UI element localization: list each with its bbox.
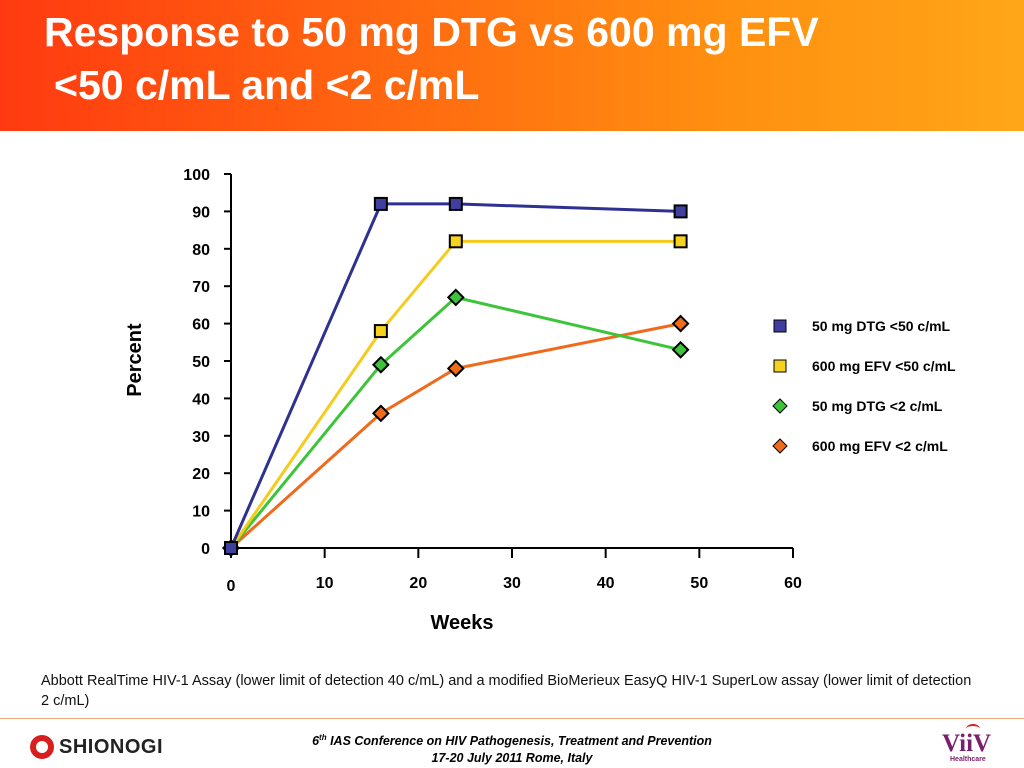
conference-ordinal: th [319,733,327,742]
conference-number: 6 [312,734,320,749]
title-banner: Response to 50 mg DTG vs 600 mg EFV <50 … [0,0,1024,131]
legend-label-1: 50 mg DTG <50 c/mL [812,318,951,334]
x-tick-label-60: 60 [784,575,802,592]
slide-title: Response to 50 mg DTG vs 600 mg EFV [44,9,819,55]
y-tick-label-0: 0 [201,541,210,558]
series-line-4 [229,322,681,550]
y-tick-label-50: 50 [192,354,210,371]
series-1-point-1 [224,541,238,555]
shionogi-logo: SHIONOGI [30,734,163,760]
x-tick-label-30: 30 [503,575,521,592]
y-tick-label-30: 30 [192,429,210,446]
slide-subtitle: <50 c/mL and <2 c/mL [54,62,480,108]
series-1-point-3 [448,196,463,211]
legend-marker-4 [772,438,788,454]
series-4-point-4 [671,314,690,333]
shionogi-wordmark: SHIONOGI [59,735,164,758]
y-tick-label-80: 80 [192,242,210,259]
y-tick-label-40: 40 [192,391,210,408]
series-3-point-3 [446,288,465,307]
series-4-point-2 [371,404,390,423]
x-axis-label: Weeks [430,612,493,634]
y-tick-label-20: 20 [192,466,210,483]
legend-marker-3 [772,398,788,414]
shionogi-seal-icon [30,735,54,759]
legend-label-2: 600 mg EFV <50 c/mL [812,358,956,374]
y-tick-label-60: 60 [192,317,210,334]
series-line-1 [229,202,681,549]
series-2-point-4 [673,234,688,249]
viiv-subtext: Healthcare [950,756,986,763]
series-2-point-2 [373,324,388,339]
legend-label-3: 50 mg DTG <2 c/mL [812,398,943,414]
conference-dates: 17-20 July 2011 Rome, Italy [431,751,593,766]
series-3-point-4 [671,340,690,359]
viiv-logo: ViiV Healthcare [940,722,996,764]
x-tick-label-10: 10 [316,575,334,592]
series-1-point-2 [373,196,388,211]
conference-footer: 6th IAS Conference on HIV Pathogenesis, … [254,729,770,767]
y-axis-label: Percent [124,323,146,397]
response-line-chart: 0 10 20 30 40 50 60 70 80 90 100 0 10 20 30 40 50 60 Weeks… [124,167,956,634]
viiv-arc-icon [966,724,980,734]
series-4-point-3 [446,359,465,378]
y-tick-label-90: 90 [192,204,210,221]
series-3-point-2 [371,355,390,374]
x-tick-label-40: 40 [597,575,615,592]
y-tick-label-100: 100 [183,167,210,184]
legend-label-4: 600 mg EFV <2 c/mL [812,438,948,454]
x-tick-label-50: 50 [690,575,708,592]
legend-marker-1 [773,319,787,333]
legend-marker-2 [773,359,787,373]
footer-divider [0,718,1024,719]
series-line-2 [229,239,681,549]
series-line-3 [229,295,681,549]
x-tick-label-20: 20 [409,575,427,592]
series-2-point-3 [448,234,463,249]
y-tick-label-10: 10 [192,504,210,521]
assay-footnote: Abbott RealTime HIV-1 Assay (lower limit… [41,673,972,709]
y-tick-label-70: 70 [192,279,210,296]
conference-name: IAS Conference on HIV Pathogenesis, Trea… [326,734,712,749]
series-1-point-4 [673,204,688,219]
x-tick-label-0: 0 [227,578,236,595]
viiv-wordmark: ViiV [942,730,992,757]
